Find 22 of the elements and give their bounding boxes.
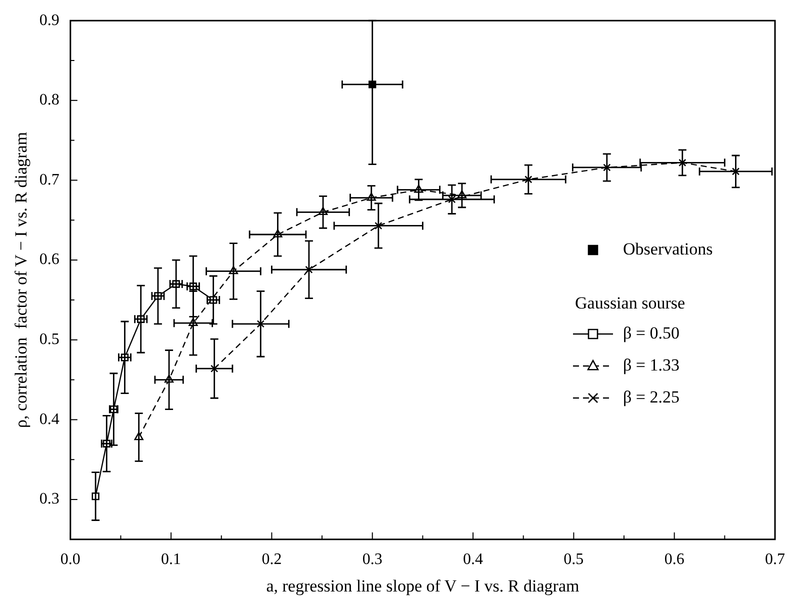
legend-label: β = 0.50	[623, 323, 680, 342]
legend-label: β = 1.33	[623, 355, 680, 374]
x-tick-label: 0.7	[765, 551, 785, 568]
x-tick-label: 0.1	[161, 551, 182, 568]
x-tick-label: 0.2	[262, 551, 282, 568]
x-tick-label: 0.3	[362, 551, 382, 568]
x-tick-label: 0.0	[60, 551, 80, 568]
x-tick-label: 0.5	[564, 551, 584, 568]
y-tick-label: 0.4	[39, 410, 60, 428]
y-tick-label: 0.7	[39, 171, 60, 188]
y-tick-label: 0.3	[39, 490, 60, 508]
x-tick-label: 0.6	[664, 551, 684, 568]
legend-title: Gaussian sourse	[575, 293, 686, 312]
legend-label: β = 2.25	[623, 387, 680, 406]
x-tick-label: 0.4	[463, 551, 484, 568]
y-tick-label: 0.8	[39, 92, 60, 109]
x-axis-title: a, regression line slope of V − I vs. R diagram	[266, 576, 580, 596]
y-tick-label: 0.9	[39, 12, 60, 29]
y-tick-label: 0.5	[39, 331, 60, 348]
y-axis-title: ρ, correlation factor of V − I vs. R diagram	[12, 132, 31, 428]
y-tick-label: 0.6	[39, 251, 60, 268]
legend-label: Observations	[623, 239, 713, 258]
